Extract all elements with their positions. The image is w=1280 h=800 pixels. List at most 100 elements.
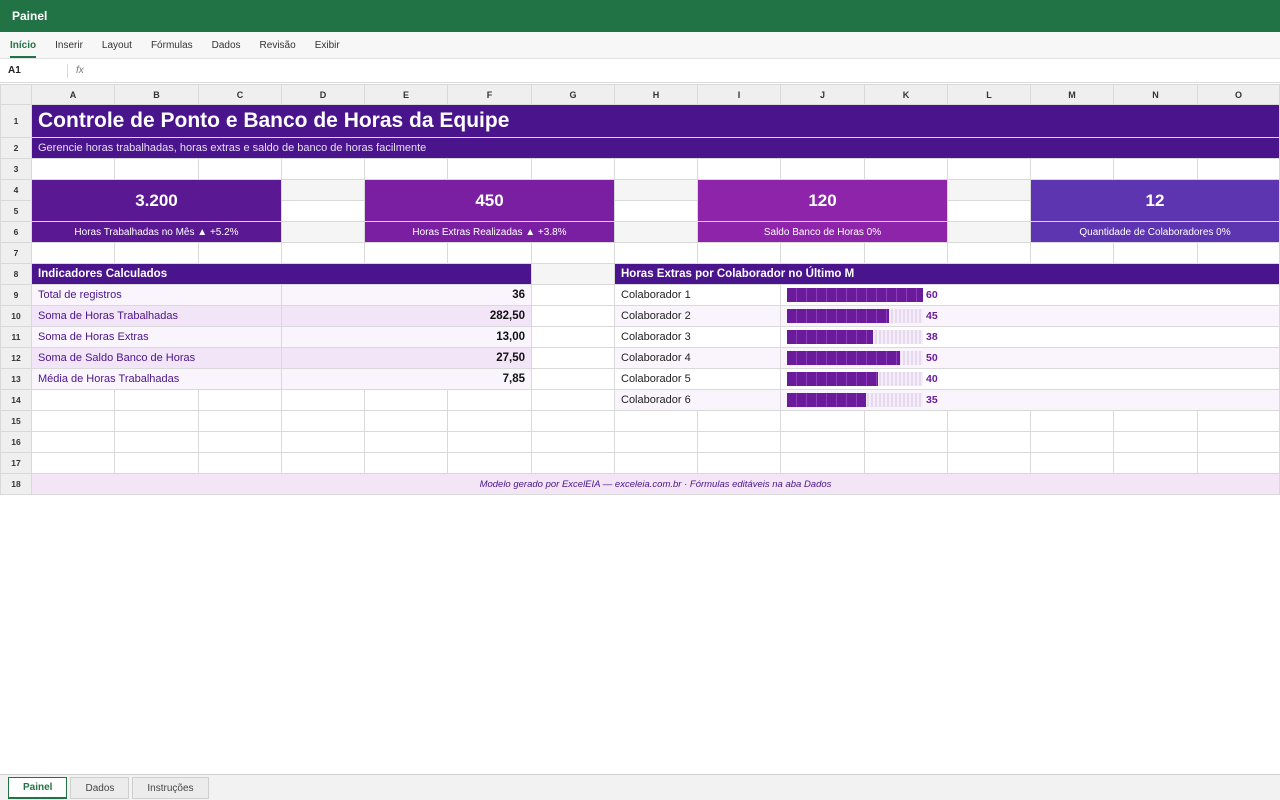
- cell[interactable]: [114, 158, 199, 180]
- cell[interactable]: [947, 200, 1031, 222]
- overtime-bar-cell[interactable]: 50: [780, 347, 1280, 369]
- cell[interactable]: [114, 431, 199, 453]
- cell[interactable]: [864, 158, 948, 180]
- ribbon-tab-inicio[interactable]: Início: [10, 40, 45, 58]
- cell[interactable]: [614, 179, 698, 201]
- col-header-c[interactable]: C: [198, 84, 282, 105]
- cell[interactable]: [198, 452, 282, 474]
- overtime-bar-cell[interactable]: 40: [780, 368, 1280, 390]
- col-header-l[interactable]: L: [947, 84, 1031, 105]
- cell[interactable]: [447, 389, 532, 411]
- collaborator-label[interactable]: Colaborador 3: [614, 326, 781, 348]
- row-header[interactable]: 6: [0, 221, 32, 243]
- cell[interactable]: [780, 410, 865, 432]
- cell[interactable]: [531, 263, 615, 285]
- cell[interactable]: [1197, 452, 1280, 474]
- cell[interactable]: [364, 389, 448, 411]
- kpi-hour-bank-value[interactable]: 120: [697, 179, 948, 222]
- kpi-hours-worked-value[interactable]: 3.200: [31, 179, 282, 222]
- cell[interactable]: [31, 452, 115, 474]
- cell[interactable]: [1113, 158, 1198, 180]
- indicator-value[interactable]: 13,00: [281, 326, 532, 348]
- overtime-bar-cell[interactable]: 35: [780, 389, 1280, 411]
- col-header-h[interactable]: H: [614, 84, 698, 105]
- ribbon-tab-inserir[interactable]: Inserir: [55, 40, 83, 51]
- cell[interactable]: [114, 242, 199, 264]
- cell[interactable]: [531, 452, 615, 474]
- cell[interactable]: [114, 410, 199, 432]
- indicator-value[interactable]: 282,50: [281, 305, 532, 327]
- select-all-corner[interactable]: [0, 84, 32, 105]
- cell[interactable]: [697, 431, 781, 453]
- cell[interactable]: [1197, 242, 1280, 264]
- col-header-e[interactable]: E: [364, 84, 448, 105]
- kpi-employees-label[interactable]: Quantidade de Colaboradores 0%: [1030, 221, 1280, 243]
- page-title[interactable]: Controle de Ponto e Banco de Horas da Eq…: [31, 104, 1280, 138]
- ribbon-tab-dados[interactable]: Dados: [211, 40, 241, 51]
- indicator-value[interactable]: 27,50: [281, 347, 532, 369]
- sheet-tab-painel[interactable]: Painel: [8, 777, 68, 799]
- row-header[interactable]: 10: [0, 305, 32, 327]
- cell[interactable]: [531, 389, 615, 411]
- col-header-o[interactable]: O: [1197, 84, 1280, 105]
- cell[interactable]: [198, 242, 282, 264]
- row-header[interactable]: 14: [0, 389, 32, 411]
- footer-note[interactable]: Modelo gerado por ExcelEIA — exceleia.co…: [31, 473, 1280, 495]
- row-header[interactable]: 13: [0, 368, 32, 390]
- cell[interactable]: [864, 452, 948, 474]
- cell[interactable]: [531, 368, 615, 390]
- row-header[interactable]: 17: [0, 452, 32, 474]
- cell[interactable]: [281, 452, 365, 474]
- cell[interactable]: [198, 158, 282, 180]
- cell[interactable]: [697, 452, 781, 474]
- cell[interactable]: [447, 431, 532, 453]
- cell[interactable]: [947, 452, 1031, 474]
- cell[interactable]: [531, 326, 615, 348]
- cell[interactable]: [531, 347, 615, 369]
- cell[interactable]: [198, 389, 282, 411]
- row-header[interactable]: 11: [0, 326, 32, 348]
- cell[interactable]: [447, 452, 532, 474]
- cell[interactable]: [281, 389, 365, 411]
- cell[interactable]: [614, 158, 698, 180]
- cell[interactable]: [1030, 410, 1114, 432]
- cell[interactable]: [531, 242, 615, 264]
- kpi-employees-value[interactable]: 12: [1030, 179, 1280, 222]
- collaborator-label[interactable]: Colaborador 2: [614, 305, 781, 327]
- row-header[interactable]: 4: [0, 179, 32, 201]
- cell[interactable]: [31, 158, 115, 180]
- row-header[interactable]: 12: [0, 347, 32, 369]
- cell[interactable]: [947, 242, 1031, 264]
- cell[interactable]: [614, 221, 698, 243]
- col-header-n[interactable]: N: [1113, 84, 1198, 105]
- indicator-label[interactable]: Média de Horas Trabalhadas: [31, 368, 282, 390]
- cell[interactable]: [281, 158, 365, 180]
- cell[interactable]: [1113, 452, 1198, 474]
- cell[interactable]: [1197, 431, 1280, 453]
- cell[interactable]: [1197, 158, 1280, 180]
- cell[interactable]: [531, 305, 615, 327]
- row-header[interactable]: 18: [0, 473, 32, 495]
- col-header-f[interactable]: F: [447, 84, 532, 105]
- cell[interactable]: [614, 410, 698, 432]
- cell[interactable]: [364, 242, 448, 264]
- collaborator-label[interactable]: Colaborador 6: [614, 389, 781, 411]
- cell[interactable]: [31, 431, 115, 453]
- cell[interactable]: [447, 158, 532, 180]
- cell[interactable]: [447, 410, 532, 432]
- cell[interactable]: [1030, 158, 1114, 180]
- col-header-d[interactable]: D: [281, 84, 365, 105]
- page-subtitle[interactable]: Gerencie horas trabalhadas, horas extras…: [31, 137, 1280, 159]
- overtime-bar-cell[interactable]: 45: [780, 305, 1280, 327]
- row-header[interactable]: 2: [0, 137, 32, 159]
- col-header-k[interactable]: K: [864, 84, 948, 105]
- cell[interactable]: [31, 410, 115, 432]
- collaborator-label[interactable]: Colaborador 1: [614, 284, 781, 306]
- cell[interactable]: [1113, 410, 1198, 432]
- cell[interactable]: [864, 410, 948, 432]
- ribbon-tab-exibir[interactable]: Exibir: [314, 40, 340, 51]
- cell[interactable]: [1030, 431, 1114, 453]
- cell[interactable]: [31, 242, 115, 264]
- cell[interactable]: [780, 452, 865, 474]
- col-header-j[interactable]: J: [780, 84, 865, 105]
